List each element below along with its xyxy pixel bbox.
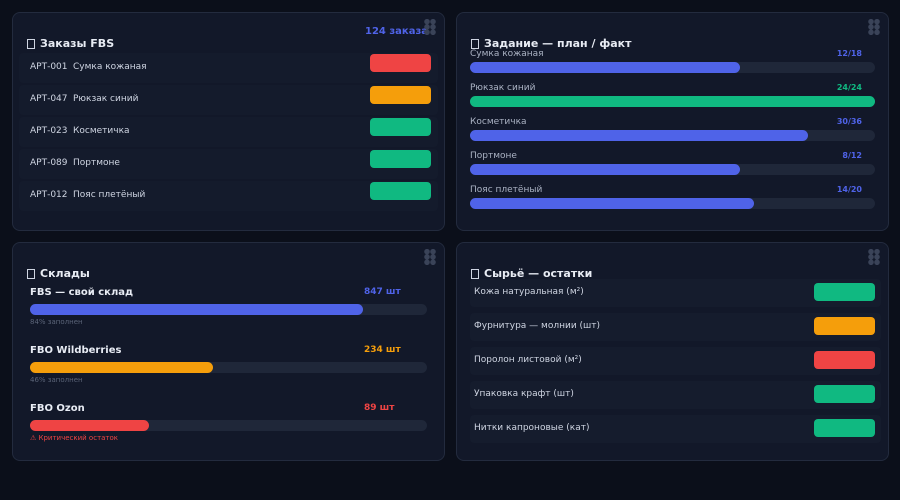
item-name: Сумка кожаная	[470, 49, 544, 59]
sku: АРТ-012	[30, 190, 68, 200]
material-name: Фурнитура — молнии (шт)	[474, 321, 601, 331]
icon	[27, 39, 35, 49]
status-pill[interactable]	[370, 182, 431, 200]
sku: АРТ-089	[30, 158, 68, 168]
icon	[471, 39, 479, 49]
progress-track	[470, 130, 875, 141]
warehouse-name: FBS — свой склад	[30, 287, 134, 298]
item-name: Рюкзак синий	[73, 94, 139, 104]
material-name: Нитки капроновые (кат)	[474, 423, 590, 433]
note: 84% заполнен	[30, 318, 83, 326]
item-name: Косметичка	[470, 117, 527, 127]
item-name: Рюкзак синий	[470, 83, 536, 93]
status-pill[interactable]	[370, 150, 431, 168]
amount: 847 шт	[364, 287, 401, 297]
item-name: Косметичка	[73, 126, 130, 136]
item-name: Портмоне	[470, 151, 517, 161]
icon	[471, 269, 479, 279]
progress-bar	[470, 62, 740, 73]
amount: 234 шт	[364, 345, 401, 355]
fill-track	[30, 420, 427, 431]
orders-panel: Заказы FBS 124 заказа АРТ-001 Сумка кожан…	[12, 12, 445, 231]
status-pill[interactable]	[370, 54, 431, 72]
item-name: Пояс плетёный	[470, 185, 543, 195]
row-bg	[19, 181, 438, 211]
item-name: Портмоне	[73, 158, 120, 168]
status-pill[interactable]	[370, 86, 431, 104]
panel-title: Заказы FBS	[40, 37, 115, 50]
panel-title: Задание — план / факт	[484, 37, 632, 50]
panel-title: Сырьё — остатки	[484, 267, 593, 280]
note: 46% заполнен	[30, 376, 83, 384]
material-name: Поролон листовой (м²)	[474, 355, 582, 365]
status-pill[interactable]	[370, 118, 431, 136]
progress-track	[470, 198, 875, 209]
warehouse-name: FBO Wildberries	[30, 345, 122, 356]
status-pill[interactable]	[814, 351, 875, 369]
fill-track	[30, 362, 427, 373]
progress-bar	[470, 198, 754, 209]
row-bg	[470, 381, 881, 409]
progress-track	[470, 164, 875, 175]
row-bg	[470, 313, 881, 341]
progress-label: 8/12	[842, 151, 862, 160]
row-bg	[19, 53, 438, 83]
fill-bar	[30, 362, 213, 373]
progress-label: 14/20	[836, 185, 862, 194]
warehouses-panel: Склады FBS — свой склад 847 шт 84% заполне…	[12, 242, 445, 461]
materials-panel: Сырьё — остатки Кожа натуральная (м²) Фур…	[456, 242, 889, 461]
item-name: Сумка кожаная	[73, 62, 147, 72]
status-pill[interactable]	[814, 317, 875, 335]
drag-handle[interactable]	[424, 249, 436, 265]
row-bg	[470, 347, 881, 375]
material-name: Кожа натуральная (м²)	[474, 287, 584, 297]
progress-bar	[470, 130, 808, 141]
panel-title: Склады	[40, 267, 90, 280]
icon	[27, 269, 35, 279]
progress-label: 12/18	[836, 49, 862, 58]
status-pill[interactable]	[814, 283, 875, 301]
progress-bar	[470, 96, 875, 107]
plan-panel: Задание — план / факт Сумка кожаная 12/18…	[456, 12, 889, 231]
progress-track	[470, 96, 875, 107]
row-bg	[19, 117, 438, 147]
material-name: Упаковка крафт (шт)	[474, 389, 574, 399]
progress-label: 30/36	[836, 117, 862, 126]
drag-handle[interactable]	[868, 249, 880, 265]
drag-handle[interactable]	[868, 19, 880, 35]
progress-label: 24/24	[836, 83, 862, 92]
progress-bar	[470, 164, 740, 175]
fill-bar	[30, 304, 364, 315]
note: ⚠ Критический остаток	[30, 434, 119, 442]
fill-bar	[30, 420, 150, 431]
fill-track	[30, 304, 427, 315]
warehouse-name: FBO Ozon	[30, 403, 85, 414]
item-name: Пояс плетёный	[73, 190, 146, 200]
badge: 124 заказа	[365, 26, 429, 37]
status-pill[interactable]	[814, 419, 875, 437]
row-bg	[470, 279, 881, 307]
row-bg	[19, 85, 438, 115]
sku: АРТ-047	[30, 94, 68, 104]
row-bg	[19, 149, 438, 179]
drag-handle[interactable]	[424, 19, 436, 35]
sku: АРТ-023	[30, 126, 68, 136]
status-pill[interactable]	[814, 385, 875, 403]
progress-track	[470, 62, 875, 73]
row-bg	[470, 415, 881, 443]
sku: АРТ-001	[30, 62, 68, 72]
amount: 89 шт	[364, 403, 395, 413]
